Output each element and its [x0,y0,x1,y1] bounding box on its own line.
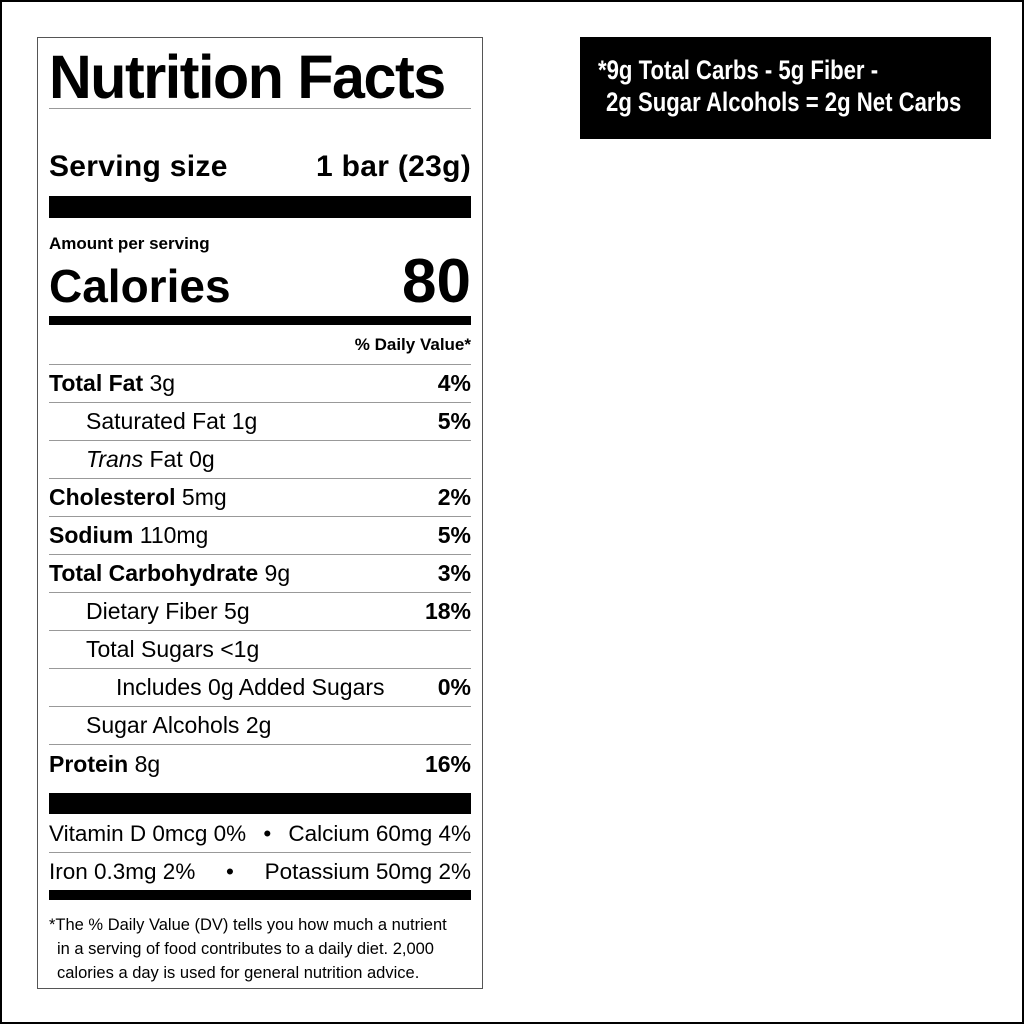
thick-divider [49,793,471,814]
serving-size-value: 1 bar (23g) [315,150,471,183]
footnote: *The % Daily Value (DV) tells you how mu… [49,916,447,982]
divider [49,364,471,365]
nutrient-row-sodium: Sodium 110mg 5% [49,517,471,555]
nutrient-row-cholesterol: Cholesterol 5mg 2% [49,479,471,517]
nutrient-row-trans-fat: Trans Fat 0g [49,441,471,479]
nutrient-row-added-sugars: Includes 0g Added Sugars 0% [49,669,471,707]
divider [49,108,471,109]
nutrient-row-total-sugars: Total Sugars <1g [49,631,471,669]
nutrient-row-sugar-alcohols: Sugar Alcohols 2g [49,707,471,745]
vitamin-row: Vitamin D 0mcg 0% • Calcium 60mg 4% [49,815,471,853]
thick-divider [49,196,471,218]
serving-size-label: Serving size [49,150,228,183]
nutrient-list: Total Fat 3g 4% Saturated Fat 1g 5% Trans … [49,365,471,783]
vitamin-list: Vitamin D 0mcg 0% • Calcium 60mg 4% Iron 0… [49,815,471,891]
medium-divider [49,316,471,325]
nutrient-row-saturated-fat: Saturated Fat 1g 5% [49,403,471,441]
calories-value: 80 [402,247,471,316]
serving-size: Serving size 1 bar (23g) [49,150,471,184]
nutrient-row-total-carbohydrate: Total Carbohydrate 9g 3% [49,555,471,593]
net-carbs-line-1: *9g Total Carbs - 5g Fiber - [598,55,879,85]
amount-per-serving: Amount per serving [49,234,210,253]
nutrient-row-dietary-fiber: Dietary Fiber 5g 18% [49,593,471,631]
daily-value-header: % Daily Value* [354,335,471,354]
calories-row: Calories 80 [49,246,471,317]
nutrient-row-protein: Protein 8g 16% [49,750,471,777]
vitamin-row: Iron 0.3mg 2% • Potassium 50mg 2% [49,859,471,884]
nutrient-row-total-fat: Total Fat 3g 4% [49,365,471,403]
net-carbs-line-2: 2g Sugar Alcohols = 2g Net Carbs [606,87,962,117]
label-title: Nutrition Facts [49,43,446,111]
calories-label: Calories [49,260,231,312]
medium-divider [49,890,471,900]
net-carbs-callout: *9g Total Carbs - 5g Fiber - 2g Sugar Al… [580,37,991,139]
nutrition-facts-label: Nutrition Facts Serving size 1 bar (23g)… [37,37,483,989]
